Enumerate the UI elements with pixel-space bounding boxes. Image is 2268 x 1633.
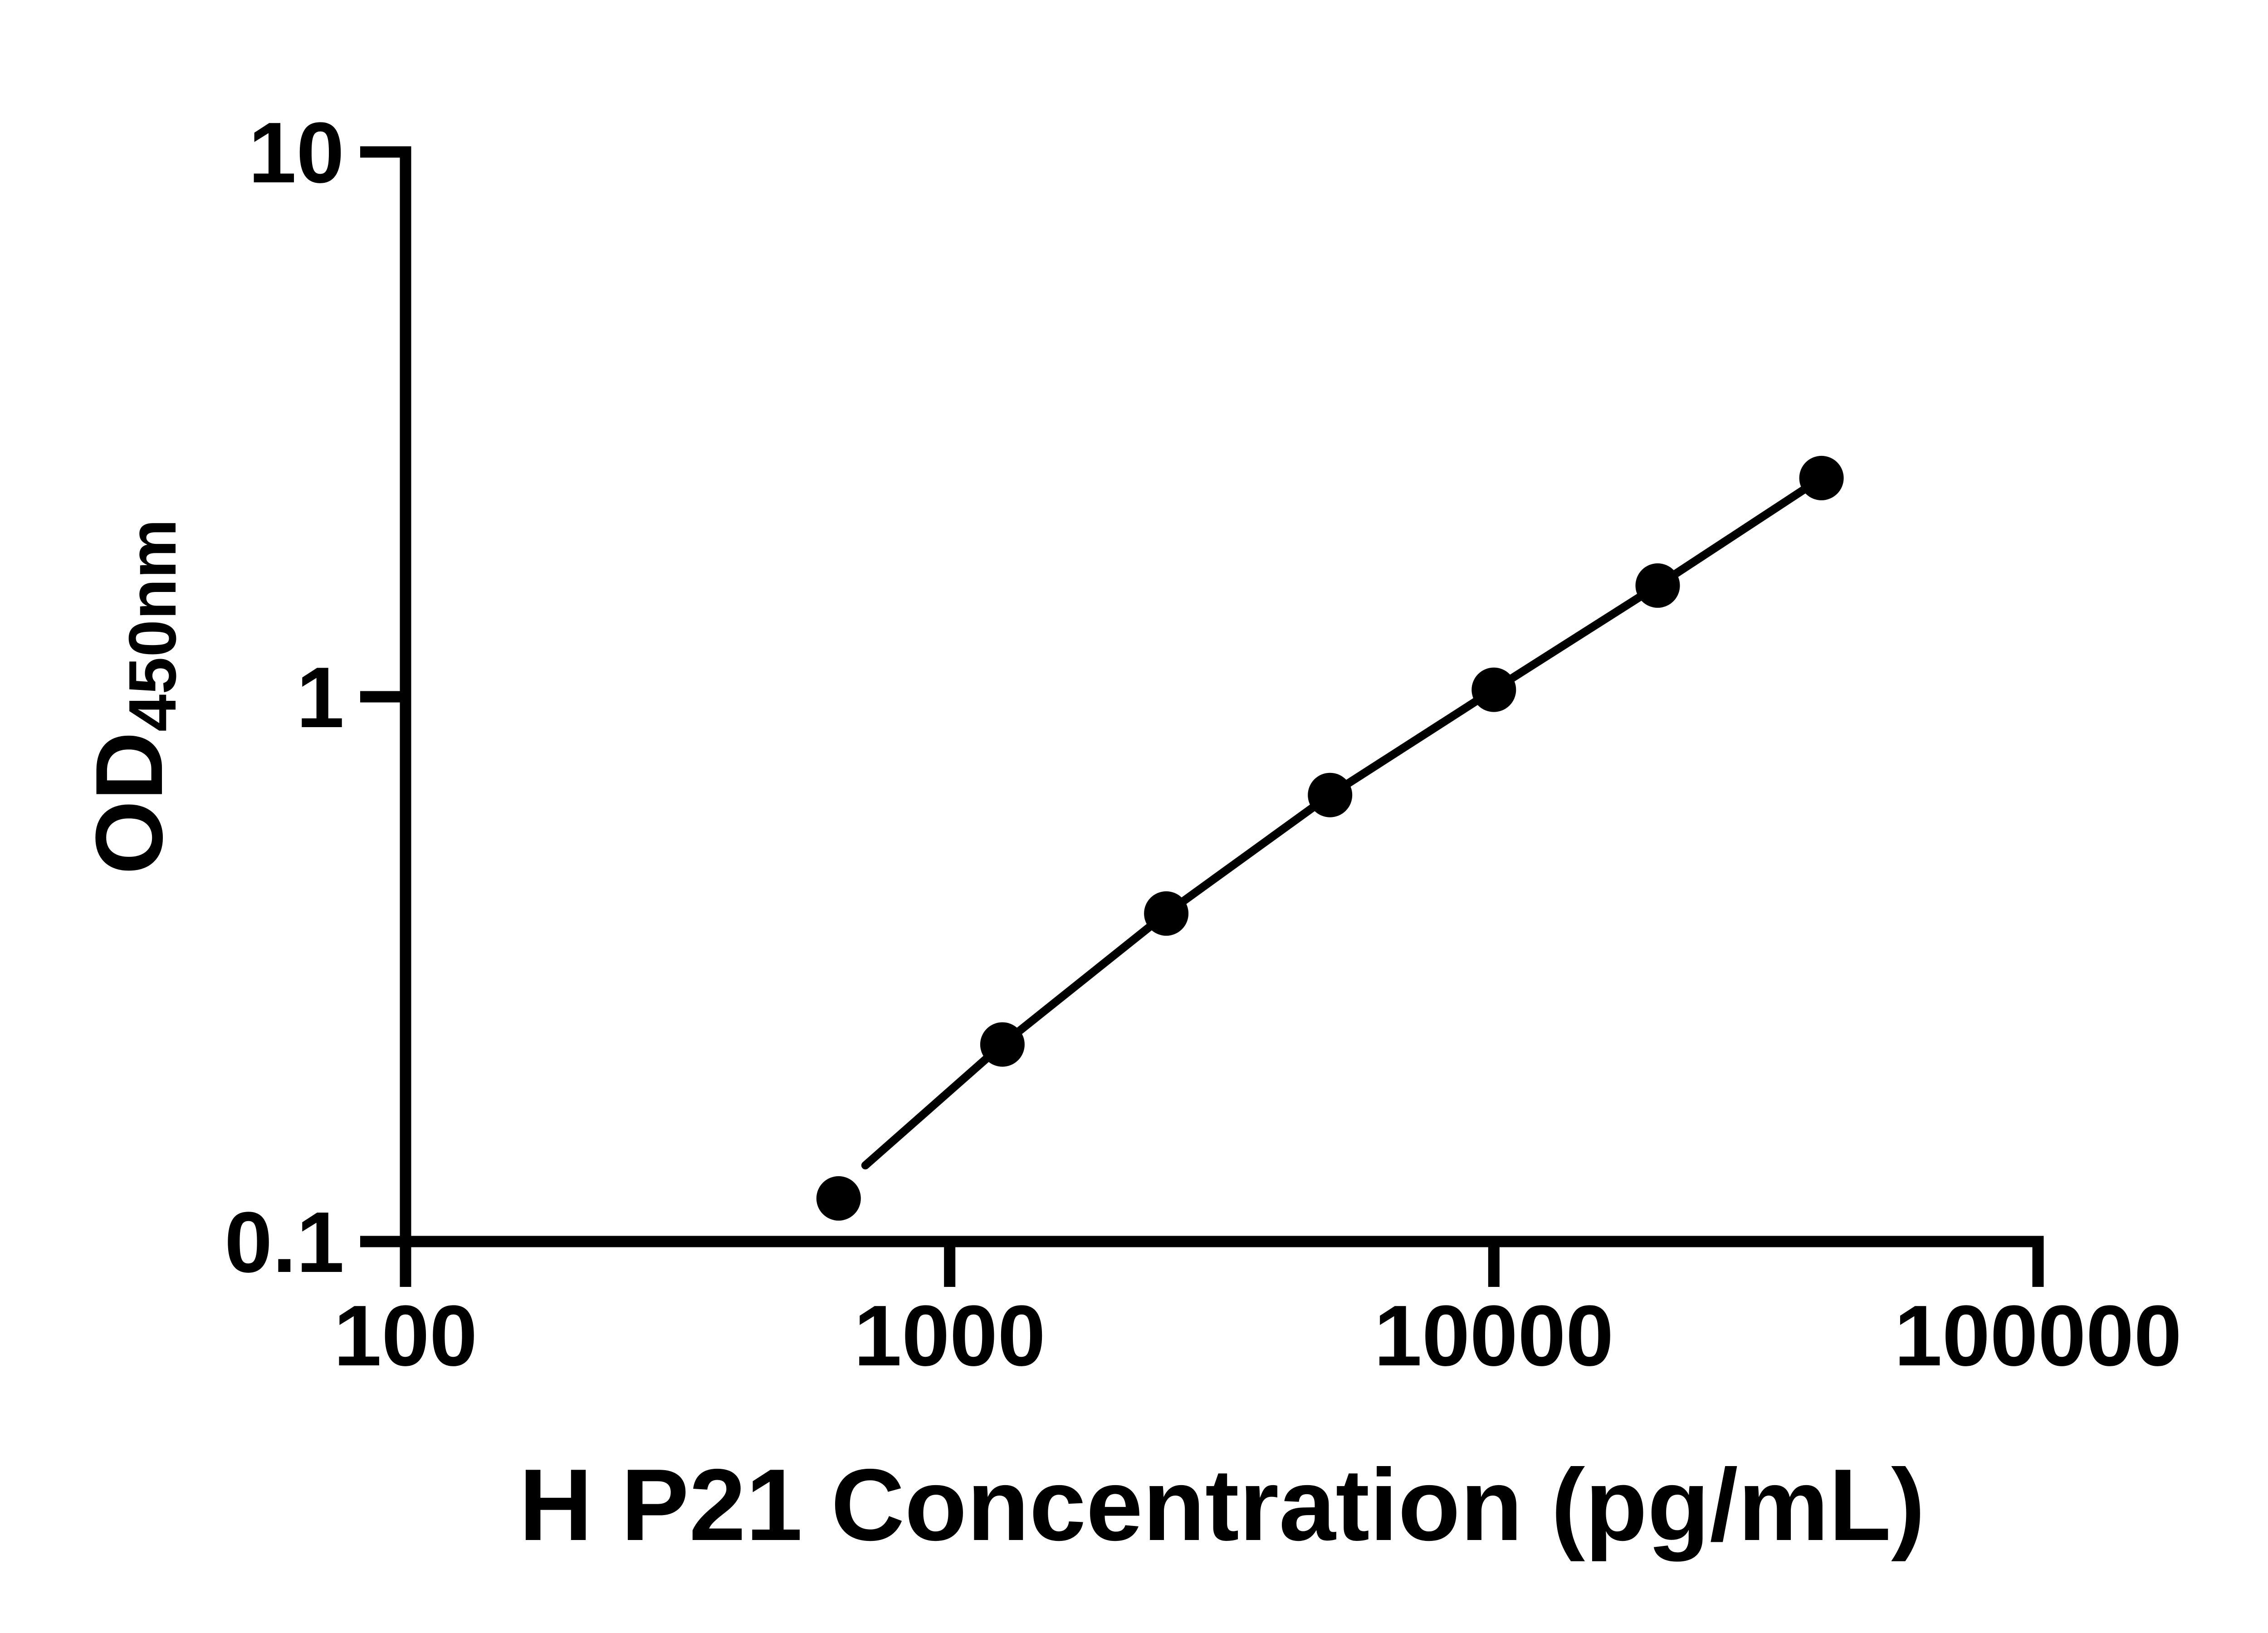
x-axis-title: H P21 Concentration (pg/mL) (519, 1447, 1925, 1562)
y-tick-label: 0.1 (225, 1194, 344, 1291)
data-point (1308, 772, 1353, 817)
axis-ticks (360, 146, 2044, 1287)
y-axis-title-main: OD (76, 732, 182, 875)
x-tick-label: 10000 (1374, 1288, 1613, 1384)
data-series (816, 455, 1844, 1221)
y-tick-label: 10 (249, 105, 344, 201)
data-point (1635, 563, 1680, 608)
data-point (980, 1022, 1025, 1067)
x-tick-label: 100 (333, 1288, 477, 1384)
x-tick-label: 1000 (854, 1288, 1046, 1384)
y-axis-title-subscript: 450nm (115, 519, 190, 732)
data-point (1471, 667, 1516, 712)
axes (400, 146, 2044, 1247)
y-axis-title: OD450nm (76, 519, 190, 875)
data-point (1144, 891, 1189, 936)
y-tick-label: 1 (296, 650, 344, 746)
x-tick-label: 100000 (1894, 1288, 2182, 1384)
data-point (1799, 455, 1844, 500)
data-point (816, 1176, 861, 1221)
